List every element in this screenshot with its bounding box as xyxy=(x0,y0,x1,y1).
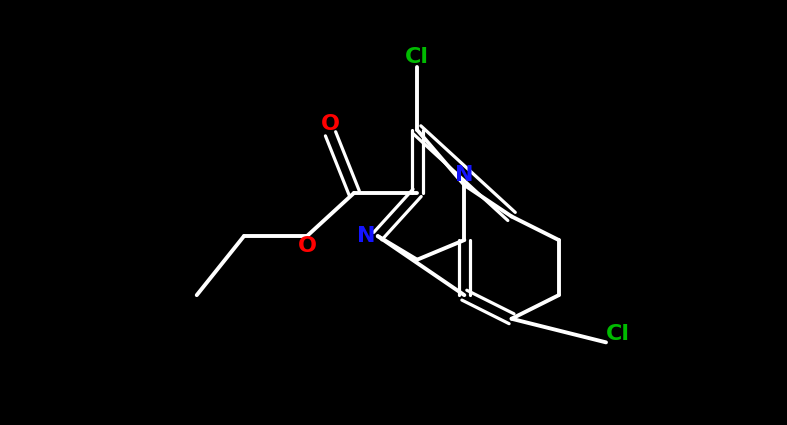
Text: Cl: Cl xyxy=(606,325,630,345)
Text: O: O xyxy=(321,113,340,133)
Text: N: N xyxy=(455,165,474,185)
Text: N: N xyxy=(357,226,375,246)
Text: O: O xyxy=(297,236,316,256)
Text: Cl: Cl xyxy=(405,47,429,67)
